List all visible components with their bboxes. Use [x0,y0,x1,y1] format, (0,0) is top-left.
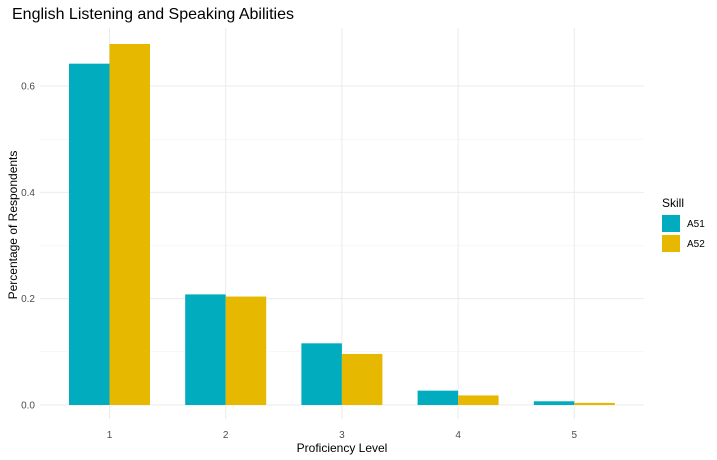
legend-title: Skill [662,196,684,210]
bar-a51-level-2 [185,294,226,405]
y-tick-label: 0.0 [21,401,35,412]
y-axis-title: Percentage of Respondents [6,151,20,300]
x-tick-label: 2 [223,430,229,441]
legend: Skill A51 A52 [662,196,705,252]
x-axis-ticks: 1 2 3 4 5 [107,430,578,441]
x-axis-title: Proficiency Level [297,441,388,455]
bar-a51-level-5 [533,401,575,405]
bar-a52-level-5 [574,402,615,405]
y-tick-label: 0.4 [21,188,35,199]
bar-a51-level-1 [69,63,110,406]
x-tick-label: 4 [455,430,461,441]
y-tick-label: 0.6 [21,82,35,93]
bar-a52-level-3 [341,353,383,405]
legend-swatch-a51 [662,215,680,232]
bar-a51-level-4 [417,390,459,405]
legend-label-a52: A52 [687,239,705,250]
x-tick-label: 3 [339,430,345,441]
bars [69,43,615,406]
y-tick-label: 0.2 [21,294,35,305]
chart-title: English Listening and Speaking Abilities [12,6,294,23]
bar-a52-level-4 [458,395,499,405]
x-tick-label: 5 [572,430,578,441]
bar-a52-level-2 [225,296,267,405]
y-axis-ticks: 0.0 0.2 0.4 0.6 [21,82,35,412]
legend-label-a51: A51 [687,219,705,230]
bar-a52-level-1 [109,43,150,406]
legend-swatch-a52 [662,235,680,252]
x-tick-label: 1 [107,430,113,441]
bar-a51-level-3 [301,343,342,405]
